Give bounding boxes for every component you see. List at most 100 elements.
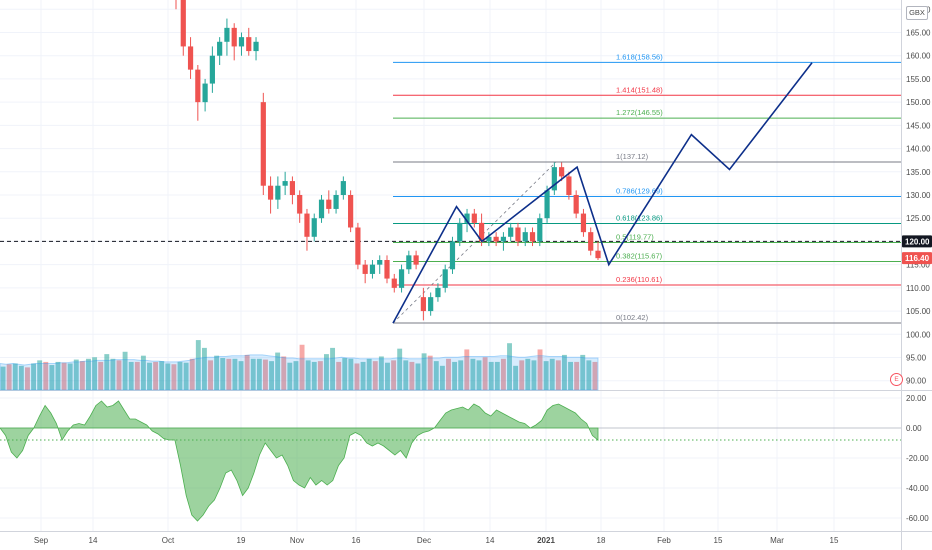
candle-body xyxy=(267,185,274,200)
time-tick-label: 15 xyxy=(830,536,839,545)
volume-bar xyxy=(43,361,49,390)
candle-body xyxy=(202,83,208,103)
fib-level-label: 0.786(129.69) xyxy=(616,186,663,195)
candle-body xyxy=(449,241,456,270)
price-tick-label: 125.00 xyxy=(906,214,931,223)
volume-bar xyxy=(104,354,110,390)
time-tick-label: 18 xyxy=(597,536,606,545)
volume-bar xyxy=(31,363,37,390)
volume-bar xyxy=(561,354,567,390)
event-icon[interactable]: E xyxy=(890,373,903,386)
time-axis[interactable]: Sep 14 Oct 19 Nov 16 Dec 14 2021 18 Feb 15 Mar 15 xyxy=(34,536,839,545)
volume-bar xyxy=(513,365,519,390)
price-badge xyxy=(902,252,932,265)
volume-bar xyxy=(488,361,494,390)
candle-body xyxy=(180,0,186,47)
volume-bar xyxy=(366,358,372,390)
candle-body xyxy=(318,199,325,219)
time-tick-label: 2021 xyxy=(537,536,555,545)
volume-bar xyxy=(116,360,122,390)
fib-level-label: 0.5(119.77) xyxy=(616,232,654,241)
candle-body xyxy=(340,181,346,195)
candle-body xyxy=(355,227,361,265)
price-tick-label: 135.00 xyxy=(906,168,931,177)
volume-bar xyxy=(586,360,592,390)
volume-bar xyxy=(500,358,506,390)
volume-bar xyxy=(0,366,6,390)
volume-bar xyxy=(183,362,189,390)
candle-body xyxy=(442,269,448,288)
candle-body xyxy=(493,236,499,242)
candle-body xyxy=(435,287,441,298)
volume-bar xyxy=(336,361,342,390)
volume-bar xyxy=(342,358,348,390)
volume-bar xyxy=(555,360,561,390)
volume-bar xyxy=(452,361,458,390)
candle-body xyxy=(551,167,557,191)
candle-body xyxy=(413,255,419,265)
price-axis[interactable]: 90.00 95.00 100.00 105.00 110.00 115.00 120.00… xyxy=(902,5,932,523)
price-pane[interactable]: 0(102.42) 0.236(110.61) 0.382(115.67) 0.5(1… xyxy=(0,0,901,391)
candle-body xyxy=(486,236,492,242)
candle-body xyxy=(580,213,587,233)
volume-bar xyxy=(122,351,128,390)
candle-body xyxy=(529,232,536,242)
candle-body xyxy=(209,55,215,84)
volume-bar xyxy=(189,358,195,390)
price-tick-label: 160.00 xyxy=(906,52,931,61)
price-tick-label: 150.00 xyxy=(906,98,931,107)
candle-body xyxy=(566,176,572,195)
volume-bar xyxy=(507,343,512,390)
volume-bar xyxy=(476,360,482,390)
volume-bar xyxy=(18,365,24,390)
fibonacci-levels[interactable]: 0(102.42) 0.236(110.61) 0.382(115.67) 0.5(1… xyxy=(0,52,901,324)
projection-drawing[interactable] xyxy=(392,62,813,324)
candle-body xyxy=(515,227,521,242)
time-tick-label: Feb xyxy=(657,536,671,545)
fib-trend-line[interactable] xyxy=(392,161,557,324)
volume-bar xyxy=(171,364,177,390)
volume-bar xyxy=(354,363,360,390)
volume-bar xyxy=(220,358,226,390)
volume-bar xyxy=(330,347,336,390)
price-tick-label: 90.00 xyxy=(906,377,927,386)
volume-bar xyxy=(391,360,397,390)
price-tick-label: 155.00 xyxy=(906,75,931,84)
projection-zigzag[interactable] xyxy=(392,62,813,324)
time-tick-label: 14 xyxy=(486,536,495,545)
volume-bar xyxy=(214,355,220,390)
candle-body xyxy=(420,297,426,312)
volume-bar xyxy=(238,361,244,390)
candle-body xyxy=(195,69,201,103)
volume-bar xyxy=(549,358,555,390)
volume-bar xyxy=(177,361,183,390)
volume-bar xyxy=(67,363,73,390)
volume-bar xyxy=(159,361,165,390)
volume-bar xyxy=(537,349,543,390)
volume-bar xyxy=(12,363,18,390)
volume-bar xyxy=(256,358,262,390)
candle-body xyxy=(311,218,317,237)
candle-body xyxy=(304,213,310,237)
candle-body xyxy=(522,232,528,242)
volume-bar xyxy=(568,361,573,390)
volume-bar xyxy=(287,362,293,390)
candle-body xyxy=(326,199,332,209)
price-badge xyxy=(902,235,932,248)
candle-body xyxy=(260,102,266,186)
candle-body xyxy=(406,255,412,270)
volume-bar xyxy=(61,362,67,390)
volume-bar xyxy=(140,355,146,390)
volume-bar xyxy=(439,365,445,390)
volume-bar xyxy=(403,360,409,390)
candle-body xyxy=(246,37,252,52)
oscillator-pane[interactable] xyxy=(0,400,901,522)
price-tick-label: 140.00 xyxy=(906,145,931,154)
volume-bar xyxy=(409,361,415,390)
volume-bar xyxy=(385,362,390,390)
time-tick-label: 16 xyxy=(352,536,361,545)
volume-bar xyxy=(378,356,384,390)
